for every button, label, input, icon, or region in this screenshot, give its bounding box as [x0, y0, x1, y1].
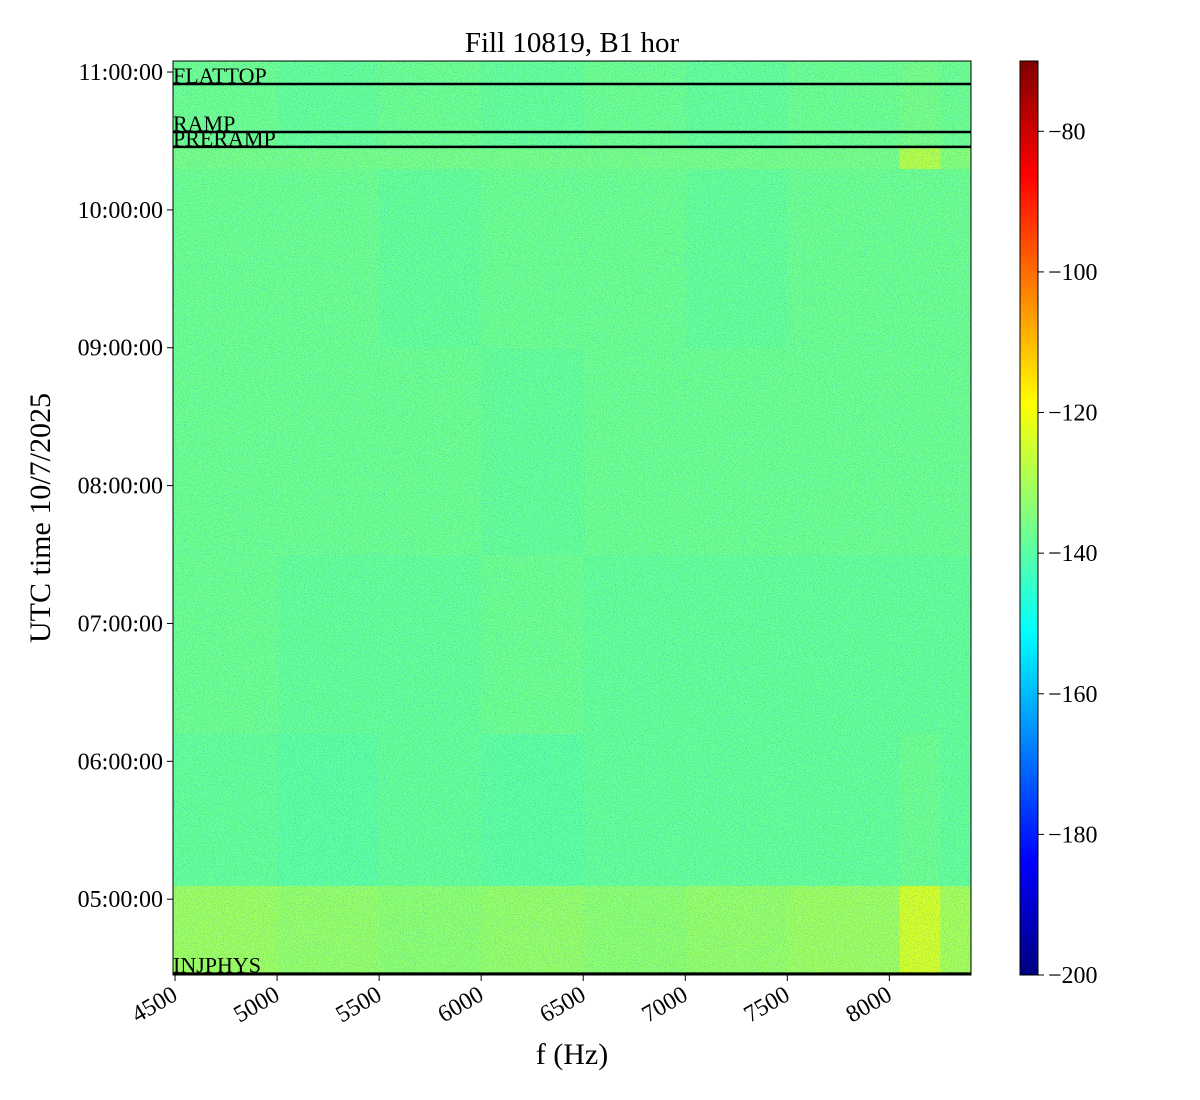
x-tick-label: 5000	[230, 982, 285, 1029]
colorbar-tick-label: −160	[1048, 682, 1098, 708]
plot-frame	[172, 60, 972, 976]
colorbar-tick-label: −200	[1048, 963, 1098, 989]
y-axis-label: UTC time 10/7/2025	[24, 393, 57, 643]
y-tick-label: 10:00:00	[78, 198, 163, 224]
x-tick-label: 4500	[127, 982, 182, 1029]
y-tick-label: 09:00:00	[78, 336, 163, 362]
x-tick-label: 5500	[332, 982, 387, 1029]
annotation-label: PRERAMP	[173, 126, 276, 151]
chart-title: Fill 10819, B1 hor	[465, 27, 680, 59]
y-tick-label: 11:00:00	[79, 60, 163, 86]
colorbar-tick-label: −80	[1048, 119, 1086, 145]
y-tick-label: 06:00:00	[78, 749, 163, 775]
x-tick-label: 6500	[536, 982, 591, 1029]
x-tick-label: 6000	[434, 982, 489, 1029]
noise-texture	[173, 61, 971, 975]
colorbar-tick-label: −100	[1048, 260, 1098, 286]
annotation-label: INJPHYS	[173, 953, 261, 978]
annotation-label: RAMP	[173, 111, 235, 136]
colorbar	[1019, 60, 1039, 976]
x-tick-label: 7500	[740, 982, 795, 1029]
colorbar-tick-label: −180	[1048, 822, 1098, 848]
colorbar-tick-label: −140	[1048, 541, 1098, 567]
y-tick-label: 08:00:00	[78, 474, 163, 500]
annotation-label: FLATTOP	[173, 63, 267, 88]
x-tick-label: 7000	[638, 982, 693, 1029]
y-tick-label: 07:00:00	[78, 611, 163, 637]
colorbar-tick-label: −120	[1048, 401, 1098, 427]
x-tick-label: 8000	[842, 982, 897, 1029]
y-tick-label: 05:00:00	[78, 887, 163, 913]
x-axis-label: f (Hz)	[536, 1038, 608, 1071]
